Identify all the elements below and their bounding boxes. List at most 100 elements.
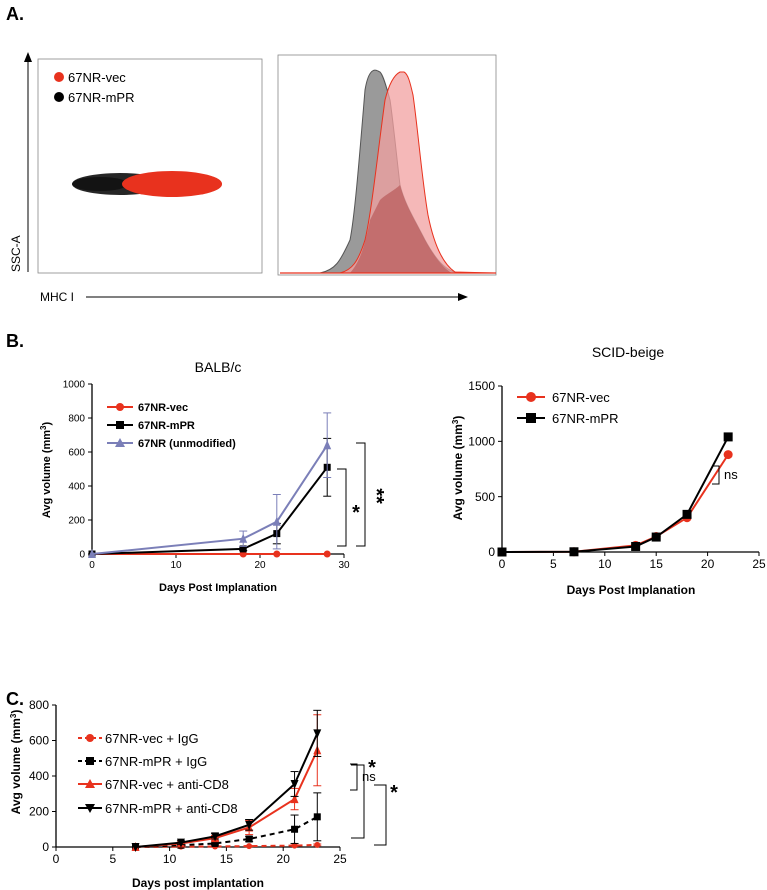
scatter-xlabel: MHC I	[40, 290, 74, 304]
b1-point	[88, 549, 96, 558]
balbc-ylabel-sup: 3	[39, 425, 48, 430]
b2-ytick-label: 1000	[468, 435, 495, 449]
histogram-vec-area	[280, 71, 495, 274]
c-xtick-label: 25	[333, 852, 347, 866]
b1-ytick-label: 1000	[63, 380, 86, 391]
c-ylabel-sup: 3	[9, 713, 18, 718]
b1-ytick-label: 0	[79, 550, 85, 561]
c-point	[245, 820, 254, 830]
b2-point	[723, 432, 733, 442]
scatter-legend-vec: 67NR-vec	[68, 70, 126, 85]
c-legend-4-marker	[85, 804, 95, 813]
cloud-mpr-edge	[72, 177, 128, 191]
c-point	[290, 779, 299, 789]
c-sig-2: *	[390, 782, 398, 804]
balbc-legend-mpr: 67NR-mPR	[138, 420, 195, 432]
balbc-legend: 67NR-vec 67NR-mPR 67NR (unmodified)	[107, 402, 236, 450]
chart-scid: SCID-beige 0 5 10 15 20 25 0 500 1000 1500 Days P…	[451, 344, 766, 597]
b1-ytick-label: 200	[68, 516, 85, 527]
scid-xlabel: Days Post Implanation	[567, 583, 696, 597]
b1-xtick-label: 30	[338, 560, 350, 571]
c-legend: 67NR-vec + IgG 67NR-mPR + IgG 67NR-vec +…	[78, 731, 238, 816]
mhc-arrowhead-icon	[458, 293, 468, 301]
b1-xtick-label: 10	[170, 560, 182, 571]
c-point	[131, 843, 140, 852]
b1-ytick-label: 600	[68, 448, 85, 459]
b2-xtick-label: 0	[499, 557, 506, 571]
b1-series-1	[88, 437, 332, 558]
scid-bracket	[712, 465, 720, 485]
scid-title: SCID-beige	[592, 344, 665, 360]
panel-label-c: C.	[6, 689, 24, 709]
balbc-legend-vec-marker	[116, 403, 124, 411]
b1-ytick-label: 800	[68, 414, 85, 425]
b1-point	[239, 533, 248, 543]
c-point	[291, 825, 299, 833]
c-xtick-label: 5	[109, 852, 116, 866]
histogram-frame	[277, 54, 497, 276]
c-point	[211, 839, 219, 847]
scatter-plot: SSC-A MHC I 67NR-vec 67NR-mPR	[9, 52, 468, 304]
c-legend-3: 67NR-vec + anti-CD8	[105, 777, 229, 792]
b1-series-2	[88, 412, 332, 558]
scatter-legend-mpr-marker	[54, 92, 64, 102]
b2-point	[682, 509, 692, 519]
b2-xtick-label: 5	[550, 557, 557, 571]
b1-series-line	[91, 466, 328, 555]
c-ylabel-end: )	[9, 710, 23, 714]
c-ylabel: Avg volume (mm3)	[9, 710, 23, 815]
balbc-ylabel: Avg volume (mm3)	[39, 421, 53, 518]
cloud-vec-edge	[178, 175, 222, 193]
c-xtick-label: 10	[163, 852, 177, 866]
chart-balbc: BALB/c 0 10 20 30 0 200 400 600 800 1000 Days Pos…	[39, 359, 387, 594]
scid-legend-vec: 67NR-vec	[552, 390, 610, 405]
balbc-xlabel: Days Post Implanation	[159, 582, 277, 594]
b1-point	[323, 440, 332, 450]
b2-xtick-label: 15	[650, 557, 664, 571]
b2-xtick-label: 10	[598, 557, 612, 571]
c-ytick-label: 800	[29, 698, 49, 712]
b2-ytick-label: 0	[488, 545, 495, 559]
b1-xtick-label: 0	[89, 560, 95, 571]
balbc-legend-vec: 67NR-vec	[138, 402, 188, 414]
c-bracket-ns	[350, 763, 358, 791]
b1-ytick-label: 400	[68, 482, 85, 493]
balbc-ticks: 0 10 20 30 0 200 400 600 800 1000	[63, 380, 350, 572]
balbc-legend-mpr-marker	[116, 421, 124, 429]
b1-point	[272, 516, 281, 526]
c-legend-1: 67NR-vec + IgG	[105, 731, 199, 746]
panel-label-a: A.	[6, 4, 24, 24]
b1-point	[323, 550, 331, 558]
scid-ylabel-sup: 3	[451, 419, 460, 424]
c-series-line	[135, 843, 318, 848]
c-ytick-label: 600	[29, 734, 49, 748]
panel-label-b: B.	[6, 331, 24, 351]
scid-axes	[501, 386, 759, 553]
c-legend-2-marker	[86, 757, 94, 765]
c-bracket-2	[374, 784, 387, 846]
b2-ytick-label: 1500	[468, 379, 495, 393]
balbc-series	[88, 412, 332, 558]
c-ylabel-main: Avg volume (mm	[9, 718, 23, 814]
scid-ylabel: Avg volume (mm3)	[451, 416, 465, 521]
b2-point	[651, 532, 661, 542]
b2-xtick-label: 20	[701, 557, 715, 571]
scatter-frame	[37, 58, 263, 274]
histogram-overlap-area	[350, 185, 452, 273]
c-point	[176, 838, 185, 848]
b1-point	[239, 545, 247, 553]
balbc-legend-unmod-marker	[115, 438, 125, 447]
c-legend-2: 67NR-mPR + IgG	[105, 754, 207, 769]
scid-legend-mpr-marker	[526, 413, 536, 423]
c-point	[246, 843, 253, 850]
b2-point	[723, 450, 733, 460]
b2-series-1	[497, 432, 733, 557]
c-ytick-label: 200	[29, 805, 49, 819]
balbc-bracket-inner	[337, 468, 347, 547]
c-xlabel: Days post implantation	[132, 876, 264, 890]
balbc-bracket-outer	[356, 442, 366, 547]
scid-legend-mpr: 67NR-mPR	[552, 411, 618, 426]
c-point	[211, 832, 220, 842]
c-sig-ns: ns	[362, 769, 376, 784]
c-point	[313, 729, 322, 739]
